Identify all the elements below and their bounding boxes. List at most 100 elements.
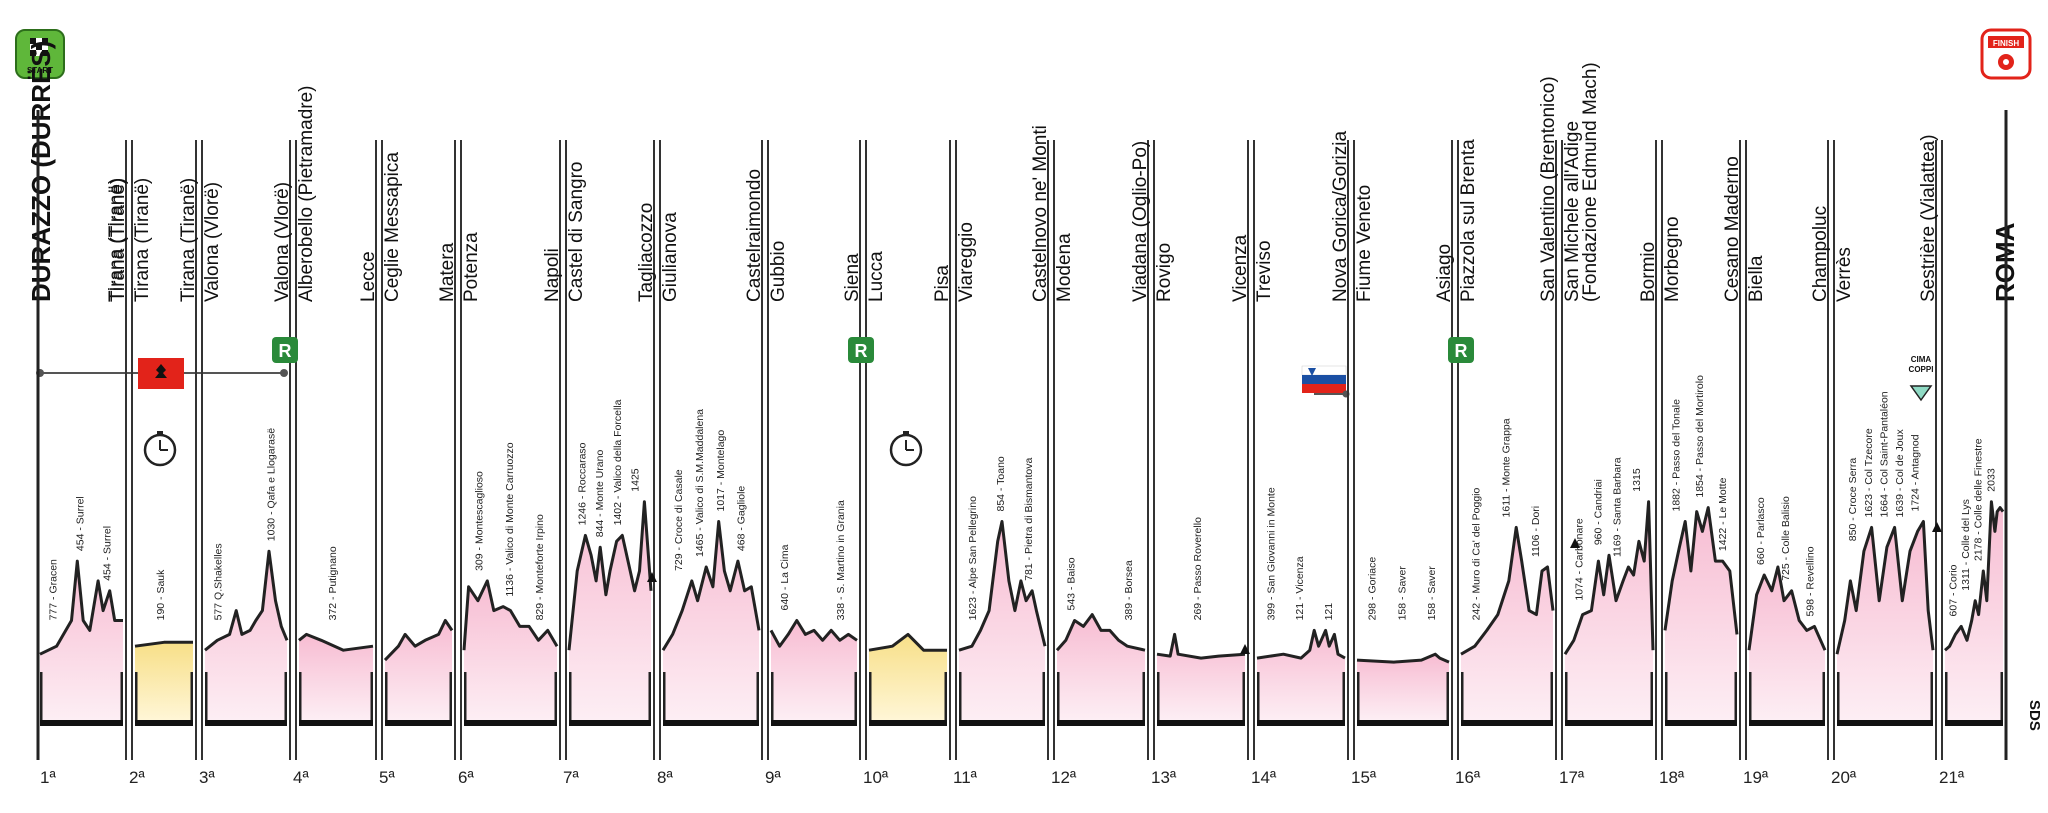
stage-profile-line [661, 520, 761, 651]
time-trial-clock-icon [889, 431, 923, 467]
stage-base-bar [569, 720, 651, 726]
summit-finish-icon [1932, 522, 1942, 532]
finish-icon: FINISH [1980, 28, 2032, 80]
stage-profile-fill [1565, 501, 1653, 720]
climb-label: 781 - Pietra di Bismantova [1023, 457, 1035, 580]
stage-11[interactable]: 11ª Pisa Viareggio 1623 - Alpe San Pellegri… [932, 222, 1047, 787]
climb-label: 1136 - Valico di Monte Carruozzo [504, 442, 516, 596]
city-name: San Michele all'Adige [1562, 121, 1583, 302]
stage-7[interactable]: 7ª Napoli Castel di Sangro 1246 - Roccaraso… [542, 162, 653, 787]
city-name: Nova Gorica/Gorizia [1330, 131, 1351, 302]
stage-base-bar [135, 720, 193, 726]
stage-13[interactable]: 13ª Viadana (Oglio-Po) Rovigo 269 - Passo R… [1130, 141, 1246, 787]
stage-19[interactable]: 19ª Cesano Maderno Biella 660 - Parlasco 725… [1722, 156, 1827, 787]
rest-day-icon: R [1448, 337, 1474, 363]
stage-profile-fill [1749, 567, 1825, 720]
climb-label: 190 - Sauk [155, 569, 167, 621]
stage-boundary [859, 140, 867, 760]
climb-label: 338 - S. Martino in Grania [835, 500, 847, 620]
climb-label: 1639 - Col de Joux [1894, 429, 1906, 518]
stage-6[interactable]: 6ª Matera Potenza 309 - Montescaglioso 1136 … [437, 232, 559, 787]
city-name: Siena [842, 253, 863, 302]
stage-1[interactable]: 1ª DURAZZO (DURRËS) Tirana (Tiranë) 777 - G… [26, 41, 127, 787]
stage-number: 21ª [1939, 768, 1965, 787]
stage-14[interactable]: 14ª Vicenza Treviso 399 - San Giovanni in M… [1230, 234, 1346, 787]
climb-label: 543 - Baiso [1066, 557, 1078, 610]
stage-18[interactable]: 18ª Bormio Morbegno 1882 - Passo del Tonale… [1638, 216, 1739, 787]
stage-number: 9ª [765, 768, 781, 787]
city-name: San Valentino (Brentonico) [1538, 76, 1559, 302]
city-name: Fiume Veneto [1354, 185, 1375, 302]
city-name: Valona (Vlorë) [202, 182, 223, 302]
stage-boundary [1935, 140, 1943, 760]
cima-coppi-label: CIMA [1911, 355, 1932, 364]
stage-profile-line [1663, 506, 1739, 635]
stage-profile-line [868, 632, 947, 652]
climb-label: 777 - Gracen [48, 559, 60, 620]
stage-base-bar [1357, 720, 1449, 726]
stage-profile-line [769, 619, 858, 648]
stage-boundary [195, 140, 203, 760]
stage-profile-line [567, 500, 653, 651]
stage-number: 16ª [1455, 768, 1481, 787]
stage-12[interactable]: 12ª Castelnovo ne' Monti Modena 543 - Baiso… [1030, 125, 1146, 787]
climb-label: 844 - Monte Urano [594, 450, 606, 538]
city-name: DURAZZO (DURRËS) [26, 41, 56, 302]
city-name: Tirana (Tiranë) [178, 178, 199, 302]
climb-label: 1311 - Colle del Lys [1960, 499, 1972, 591]
city-name: Tirana (Tiranë) [106, 178, 127, 302]
stage-9[interactable]: 9ª Castelraimondo Gubbio 640 - La Cima 338 -… [744, 169, 858, 787]
city-name: Rovigo [1154, 243, 1175, 302]
stage-profile-line [1356, 652, 1450, 664]
climb-label: 2033 [1985, 468, 1997, 492]
stage-boundary [1451, 140, 1459, 760]
stage-16[interactable]: 16ª Asiago Piazzola sul Brenta 242 - Muro d… [1434, 139, 1555, 787]
climb-label: 850 - Croce Serra [1847, 458, 1859, 542]
stage-number: 7ª [563, 768, 579, 787]
climb-label: 298 - Goriace [1366, 557, 1378, 621]
stage-number: 15ª [1351, 768, 1377, 787]
city-name: Verrès [1834, 247, 1855, 302]
stage-base-bar [1749, 720, 1825, 726]
stage-10[interactable]: 10ª Siena Lucca [842, 251, 947, 787]
rest-day-icon: R [272, 337, 298, 363]
city-name: Morbegno [1662, 216, 1683, 302]
climb-label: 242 - Muro di Ca' del Poggio [1470, 487, 1482, 620]
city-name: Champoluc [1810, 206, 1831, 302]
stage-base-bar [1461, 720, 1553, 726]
climb-label: 1882 - Passo del Tonale [1670, 399, 1682, 512]
stage-15[interactable]: 15ª Nova Gorica/Gorizia Fiume Veneto 298 - … [1330, 131, 1450, 787]
stage-profile-line [204, 549, 289, 652]
climb-label: 598 - Revellino [1805, 546, 1817, 616]
climb-label: 121 - Vicenza [1294, 556, 1306, 620]
city-name: Modena [1054, 233, 1075, 302]
city-name: Bormio [1638, 242, 1659, 302]
stage-profile-line [1055, 613, 1146, 652]
stage-4[interactable]: 4ª Valona (Vlorë) Alberobello (Pietramadre… [272, 86, 374, 788]
city-name: Cesano Maderno [1722, 156, 1743, 302]
stage-20[interactable]: 20ª Champoluc Verrès 850 - Croce Serra 1623 … [1810, 206, 1935, 787]
city-name: Viareggio [956, 222, 977, 302]
stage-3[interactable]: 3ª Tirana (Tiranë) Valona (Vlorë) 577 Q.Sha… [178, 178, 289, 787]
stage-profile-line [1944, 500, 2005, 652]
stage-8[interactable]: 8ª Tagliacozzo Giulianova 729 - Croce di Ca… [636, 203, 761, 787]
stage-base-bar [205, 720, 287, 726]
stage-profile-fill [135, 642, 193, 720]
stage-number: 2ª [129, 768, 145, 787]
side-text: SDS [2026, 700, 2043, 731]
climb-label: 1422 - Le Motte [1717, 477, 1729, 551]
climb-label: 1465 - Valico di S.M.Maddalena [694, 409, 706, 557]
stage-number: 12ª [1051, 768, 1077, 787]
city-name: Biella [1746, 255, 1767, 302]
city-name: Castel di Sangro [566, 162, 587, 302]
stage-profile-line [1460, 525, 1555, 656]
start-label: START [27, 66, 53, 75]
stage-boundary [1247, 140, 1255, 760]
stage-5[interactable]: 5ª Lecce Ceglie Messapica [358, 152, 454, 787]
stage-profile-fill [40, 561, 123, 720]
time-trial-clock-icon [143, 431, 177, 467]
stage-2[interactable]: 2ª Tirana (Tiranë) Tirana (Tiranë) 190 - Sa… [108, 178, 193, 787]
stage-17[interactable]: 17ª San Valentino (Brentonico) San Michele… [1538, 62, 1655, 787]
stage-base-bar [1257, 720, 1345, 726]
